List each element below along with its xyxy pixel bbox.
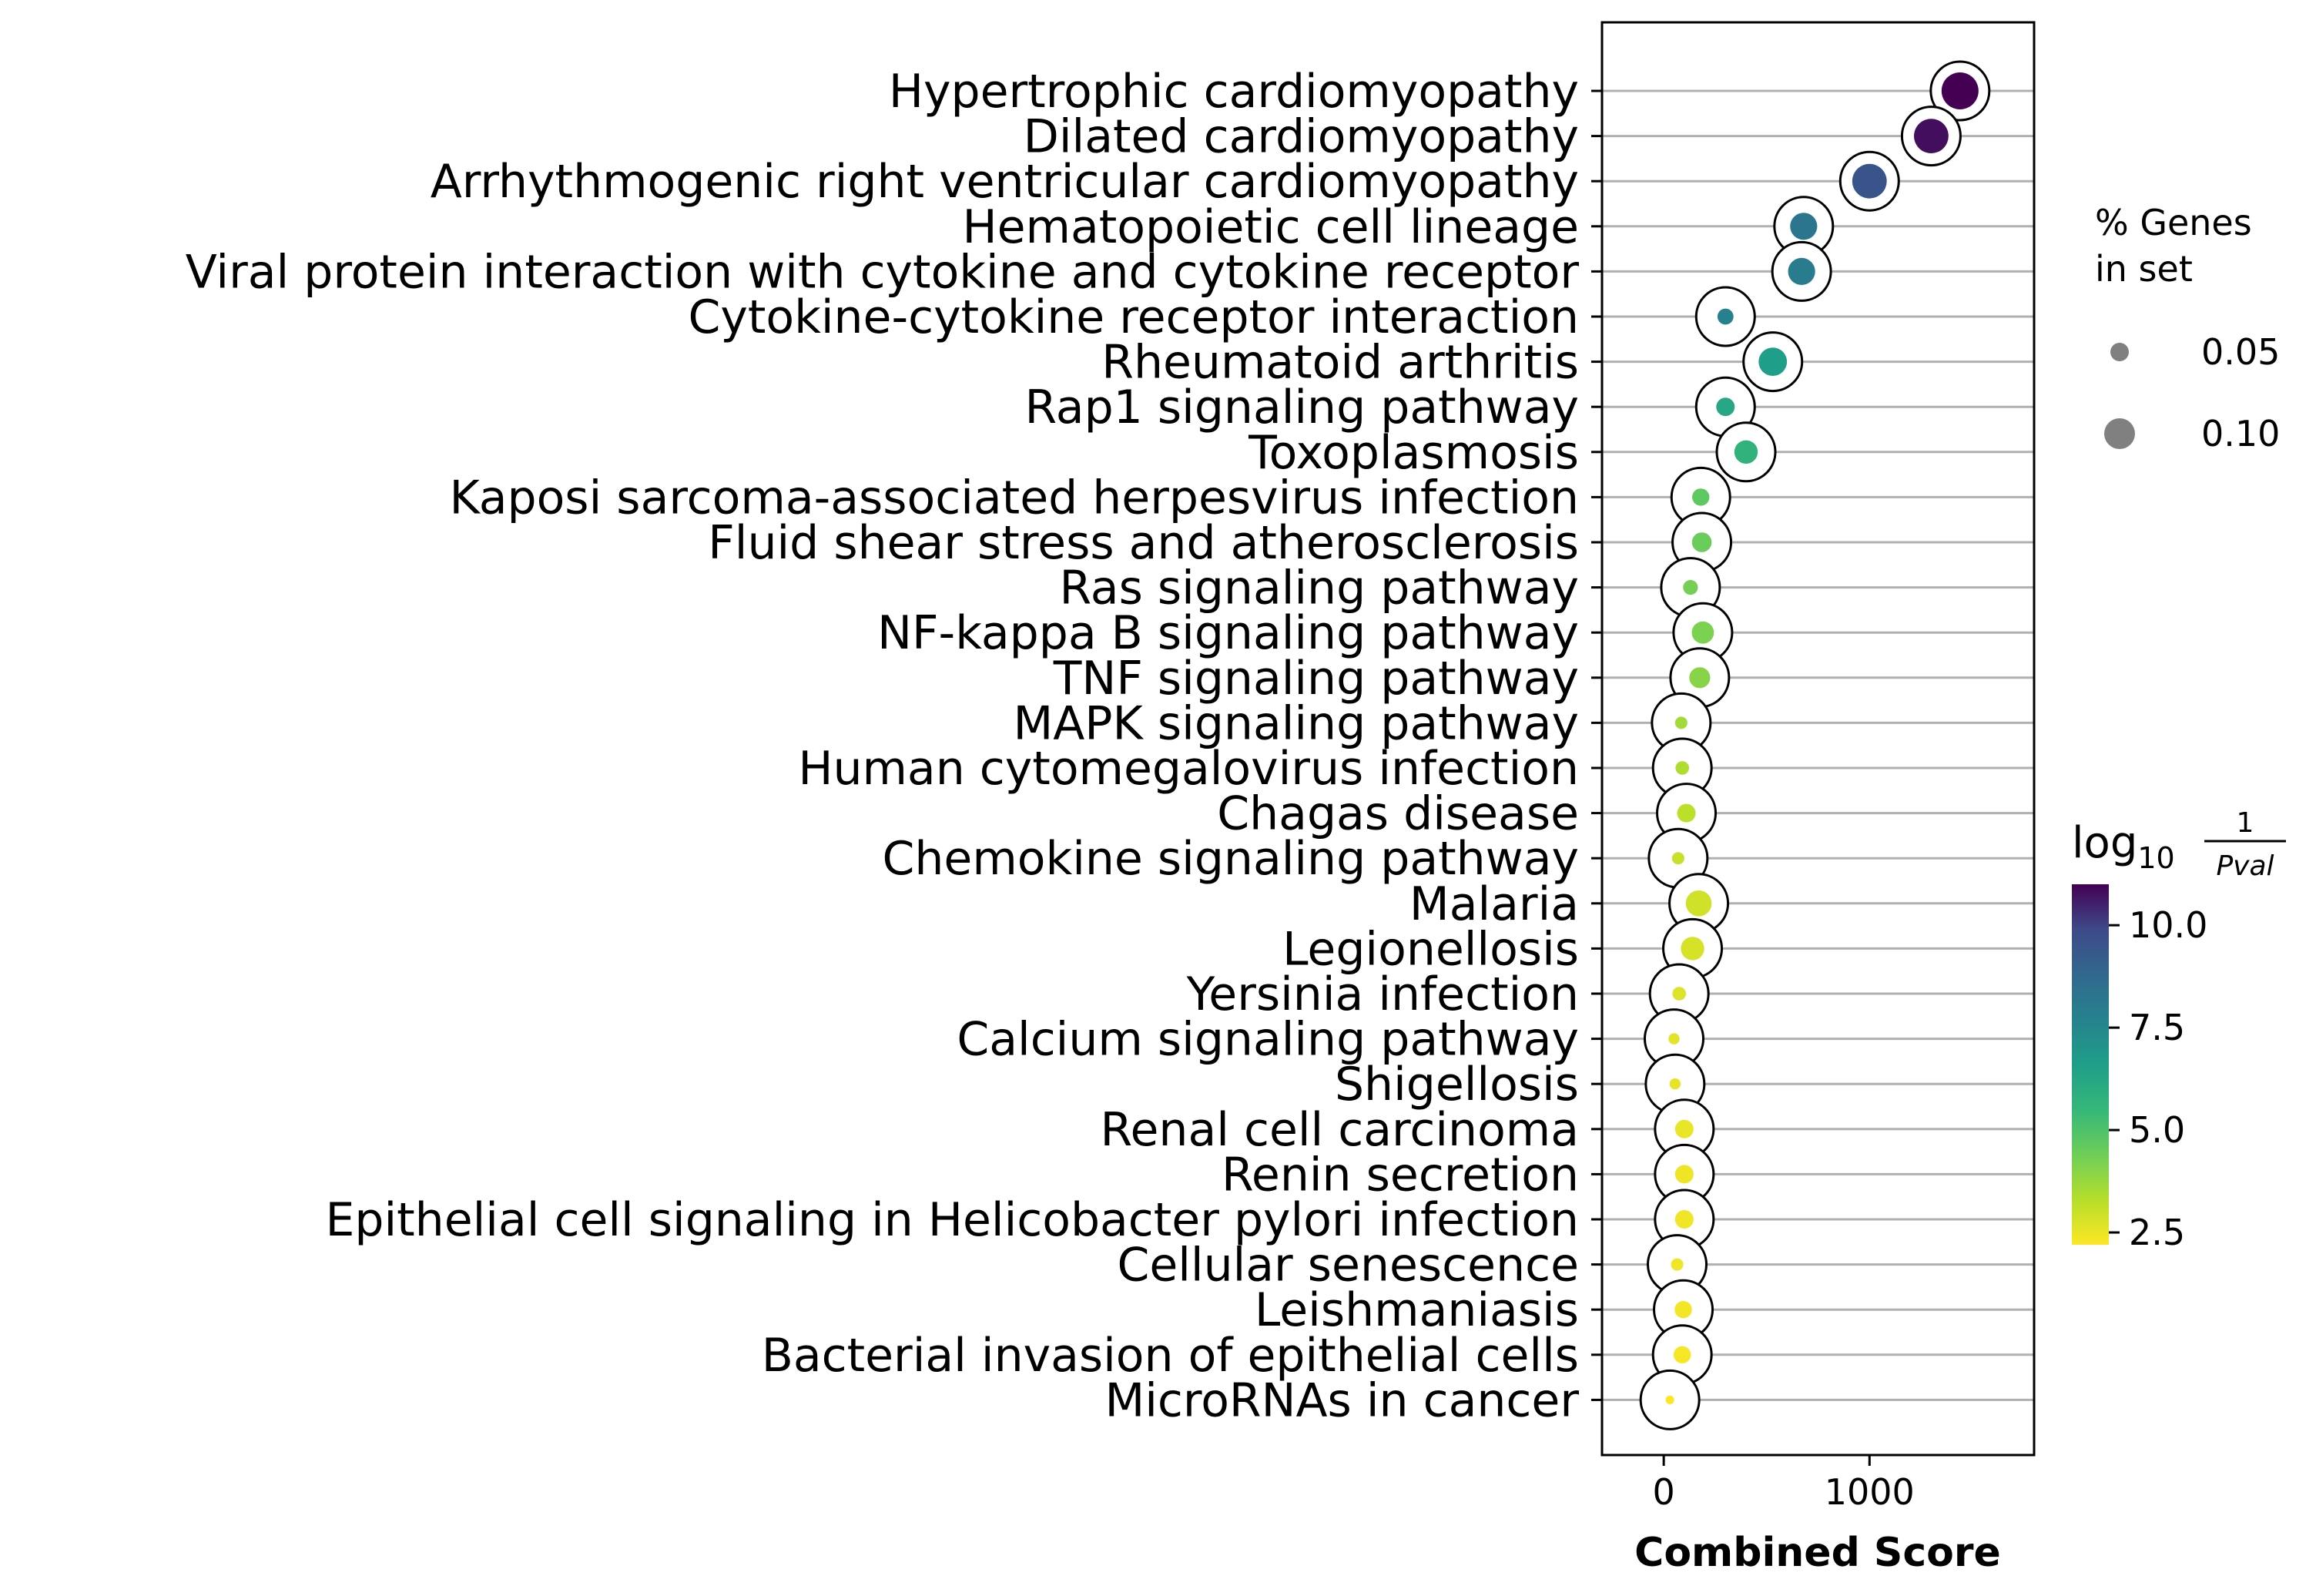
category-label: Cytokine-cytokine receptor interaction <box>688 290 1579 344</box>
size-legend-marker <box>2104 418 2135 449</box>
data-point <box>1677 803 1696 823</box>
data-point <box>1673 1346 1691 1364</box>
data-point <box>1692 488 1710 506</box>
outline-rings <box>1639 60 1991 1430</box>
data-point <box>1675 761 1689 775</box>
size-legend-marker <box>2110 343 2129 361</box>
colorbar: log10 1 Pval 2.5 5.0 7.5 10.0 <box>2072 807 2286 1253</box>
category-label: Hypertrophic cardiomyopathy <box>889 65 1579 119</box>
category-label: Epithelial cell signaling in Helicobacte… <box>325 1193 1579 1247</box>
category-label: Dilated cardiomyopathy <box>1024 110 1579 164</box>
data-point <box>1669 1078 1681 1090</box>
category-label: Human cytomegalovirus infection <box>798 742 1579 796</box>
x-tick-label: 1000 <box>1825 1471 1915 1513</box>
category-label: Arrhythmogenic right ventricular cardiom… <box>431 155 1579 209</box>
category-label: Legionellosis <box>1282 922 1579 976</box>
data-point <box>1674 1119 1694 1138</box>
size-legend-title-line1: % Genes <box>2095 202 2252 243</box>
data-point <box>1674 716 1688 729</box>
colorbar-tick-label: 2.5 <box>2129 1212 2185 1253</box>
data-point <box>1852 163 1887 199</box>
category-label: NF-kappa B signaling pathway <box>877 606 1579 660</box>
category-label: Renin secretion <box>1222 1148 1579 1202</box>
data-point <box>1671 852 1684 865</box>
data-point <box>1941 72 1979 109</box>
data-point <box>1681 937 1704 961</box>
size-legend-label: 0.10 <box>2201 413 2280 454</box>
category-label: Bacterial invasion of epithelial cells <box>762 1329 1579 1383</box>
colorbar-title: log10 <box>2072 818 2175 875</box>
size-legend-title-line2: in set <box>2095 248 2193 290</box>
data-point <box>1788 257 1815 285</box>
category-label: Renal cell carcinoma <box>1101 1103 1579 1157</box>
data-point <box>1716 397 1735 417</box>
data-point <box>1674 1210 1694 1229</box>
colorbar-ticks: 2.5 5.0 7.5 10.0 <box>2109 904 2207 1253</box>
data-point <box>1685 890 1712 917</box>
data-point <box>1758 347 1788 376</box>
size-legend-entries: 0.05 0.10 <box>2104 331 2280 454</box>
colorbar-tick-label: 10.0 <box>2129 904 2207 946</box>
colorbar-title-numerator: 1 <box>2237 807 2254 839</box>
category-label: Toxoplasmosis <box>1248 426 1579 480</box>
data-point <box>1691 532 1712 552</box>
data-point <box>1691 621 1714 644</box>
data-point <box>1790 213 1818 240</box>
category-label: Chagas disease <box>1217 787 1579 841</box>
data-point <box>1914 119 1949 154</box>
category-label: Malaria <box>1409 877 1579 931</box>
data-point <box>1717 308 1734 325</box>
x-tick-label: 0 <box>1653 1471 1675 1513</box>
data-point <box>1683 580 1698 595</box>
colorbar-title-denominator: Pval <box>2216 850 2274 882</box>
size-legend-label: 0.05 <box>2201 331 2280 373</box>
category-label: MicroRNAs in cancer <box>1104 1373 1579 1427</box>
category-label: TNF signaling pathway <box>1053 652 1579 706</box>
colorbar-tick-label: 7.5 <box>2129 1007 2185 1048</box>
data-point <box>1665 1395 1674 1404</box>
data-point <box>1734 440 1758 464</box>
category-label: Viral protein interaction with cytokine … <box>186 245 1580 299</box>
x-axis-ticks: 0 1000 <box>1653 1455 1915 1513</box>
category-label: Calcium signaling pathway <box>957 1013 1579 1067</box>
category-label: MAPK signaling pathway <box>1013 696 1579 750</box>
data-points <box>1665 72 1979 1404</box>
colorbar-tick-label: 5.0 <box>2129 1109 2185 1151</box>
category-label: Cellular senescence <box>1117 1239 1579 1293</box>
plot-frame <box>1600 21 2036 1457</box>
data-point <box>1674 1301 1692 1319</box>
category-label: Kaposi sarcoma-associated herpesvirus in… <box>449 471 1579 525</box>
category-label: Yersinia infection <box>1186 967 1579 1021</box>
data-point <box>1674 1165 1694 1184</box>
x-axis-title: Combined Score <box>1634 1530 2001 1576</box>
category-label: Leishmaniasis <box>1255 1283 1579 1337</box>
data-point <box>1672 987 1686 1001</box>
category-label: Shigellosis <box>1335 1058 1579 1112</box>
category-label: Hematopoietic cell lineage <box>963 200 1579 254</box>
data-point <box>1671 1258 1684 1271</box>
colorbar-gradient <box>2072 884 2109 1245</box>
category-label: Ras signaling pathway <box>1059 562 1579 615</box>
category-label: Fluid shear stress and atherosclerosis <box>708 516 1579 570</box>
category-label: Chemokine signaling pathway <box>882 832 1579 886</box>
category-label: Rheumatoid arthritis <box>1101 336 1579 390</box>
size-legend: % Genes in set 0.05 0.10 <box>2095 202 2280 454</box>
data-point <box>1668 1033 1680 1044</box>
category-label: Rap1 signaling pathway <box>1024 381 1579 434</box>
data-point <box>1689 667 1711 689</box>
